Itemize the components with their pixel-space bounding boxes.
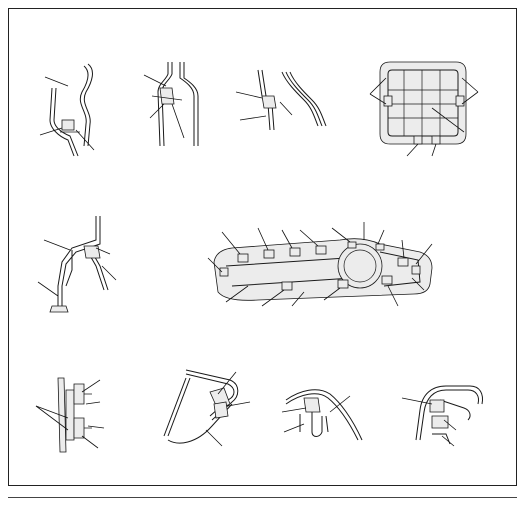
detail-j [401,385,483,447]
detail-b [143,62,199,147]
detail-a [39,63,95,157]
detail-g [35,377,105,453]
detail-h [163,369,251,447]
bottom-rule [8,497,517,498]
detail-e [37,216,117,313]
diagram-frame [8,8,517,486]
detail-c [235,69,327,131]
detail-d [369,61,479,157]
detail-i [281,389,363,441]
detail-f [207,222,433,307]
